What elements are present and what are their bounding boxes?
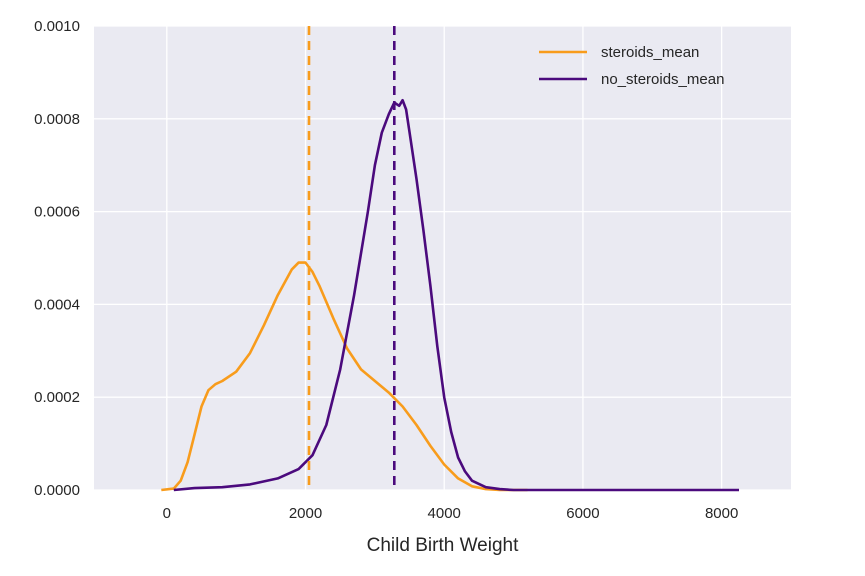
y-tick-label: 0.0008 — [34, 111, 80, 128]
y-axis-ticks: 0.0000 0.0002 0.0004 0.0006 0.0008 0.0010 — [34, 18, 80, 499]
legend-entry-label: steroids_mean — [601, 44, 699, 61]
legend: steroids_mean no_steroids_mean — [539, 44, 724, 88]
x-tick-label: 4000 — [428, 505, 461, 522]
mean-lines — [307, 26, 396, 490]
x-gridlines — [166, 26, 723, 490]
plot-background — [94, 26, 791, 490]
y-gridlines — [94, 25, 791, 491]
x-axis-label: Child Birth Weight — [367, 535, 519, 556]
series-lines — [161, 98, 739, 492]
y-tick-label: 0.0004 — [34, 296, 80, 313]
y-tick-label: 0.0006 — [34, 204, 80, 221]
y-tick-label: 0.0010 — [34, 18, 80, 35]
series-line-no-steroids-mean — [173, 98, 739, 492]
y-tick-label: 0.0000 — [34, 482, 80, 499]
x-tick-label: 0 — [163, 505, 171, 522]
x-tick-label: 2000 — [289, 505, 322, 522]
x-axis-ticks: 0 2000 4000 6000 8000 — [163, 505, 739, 522]
series-line-steroids-mean — [161, 261, 528, 492]
x-tick-label: 6000 — [566, 505, 599, 522]
legend-entry-label: no_steroids_mean — [601, 71, 724, 88]
y-tick-label: 0.0002 — [34, 389, 80, 406]
x-tick-label: 8000 — [705, 505, 738, 522]
